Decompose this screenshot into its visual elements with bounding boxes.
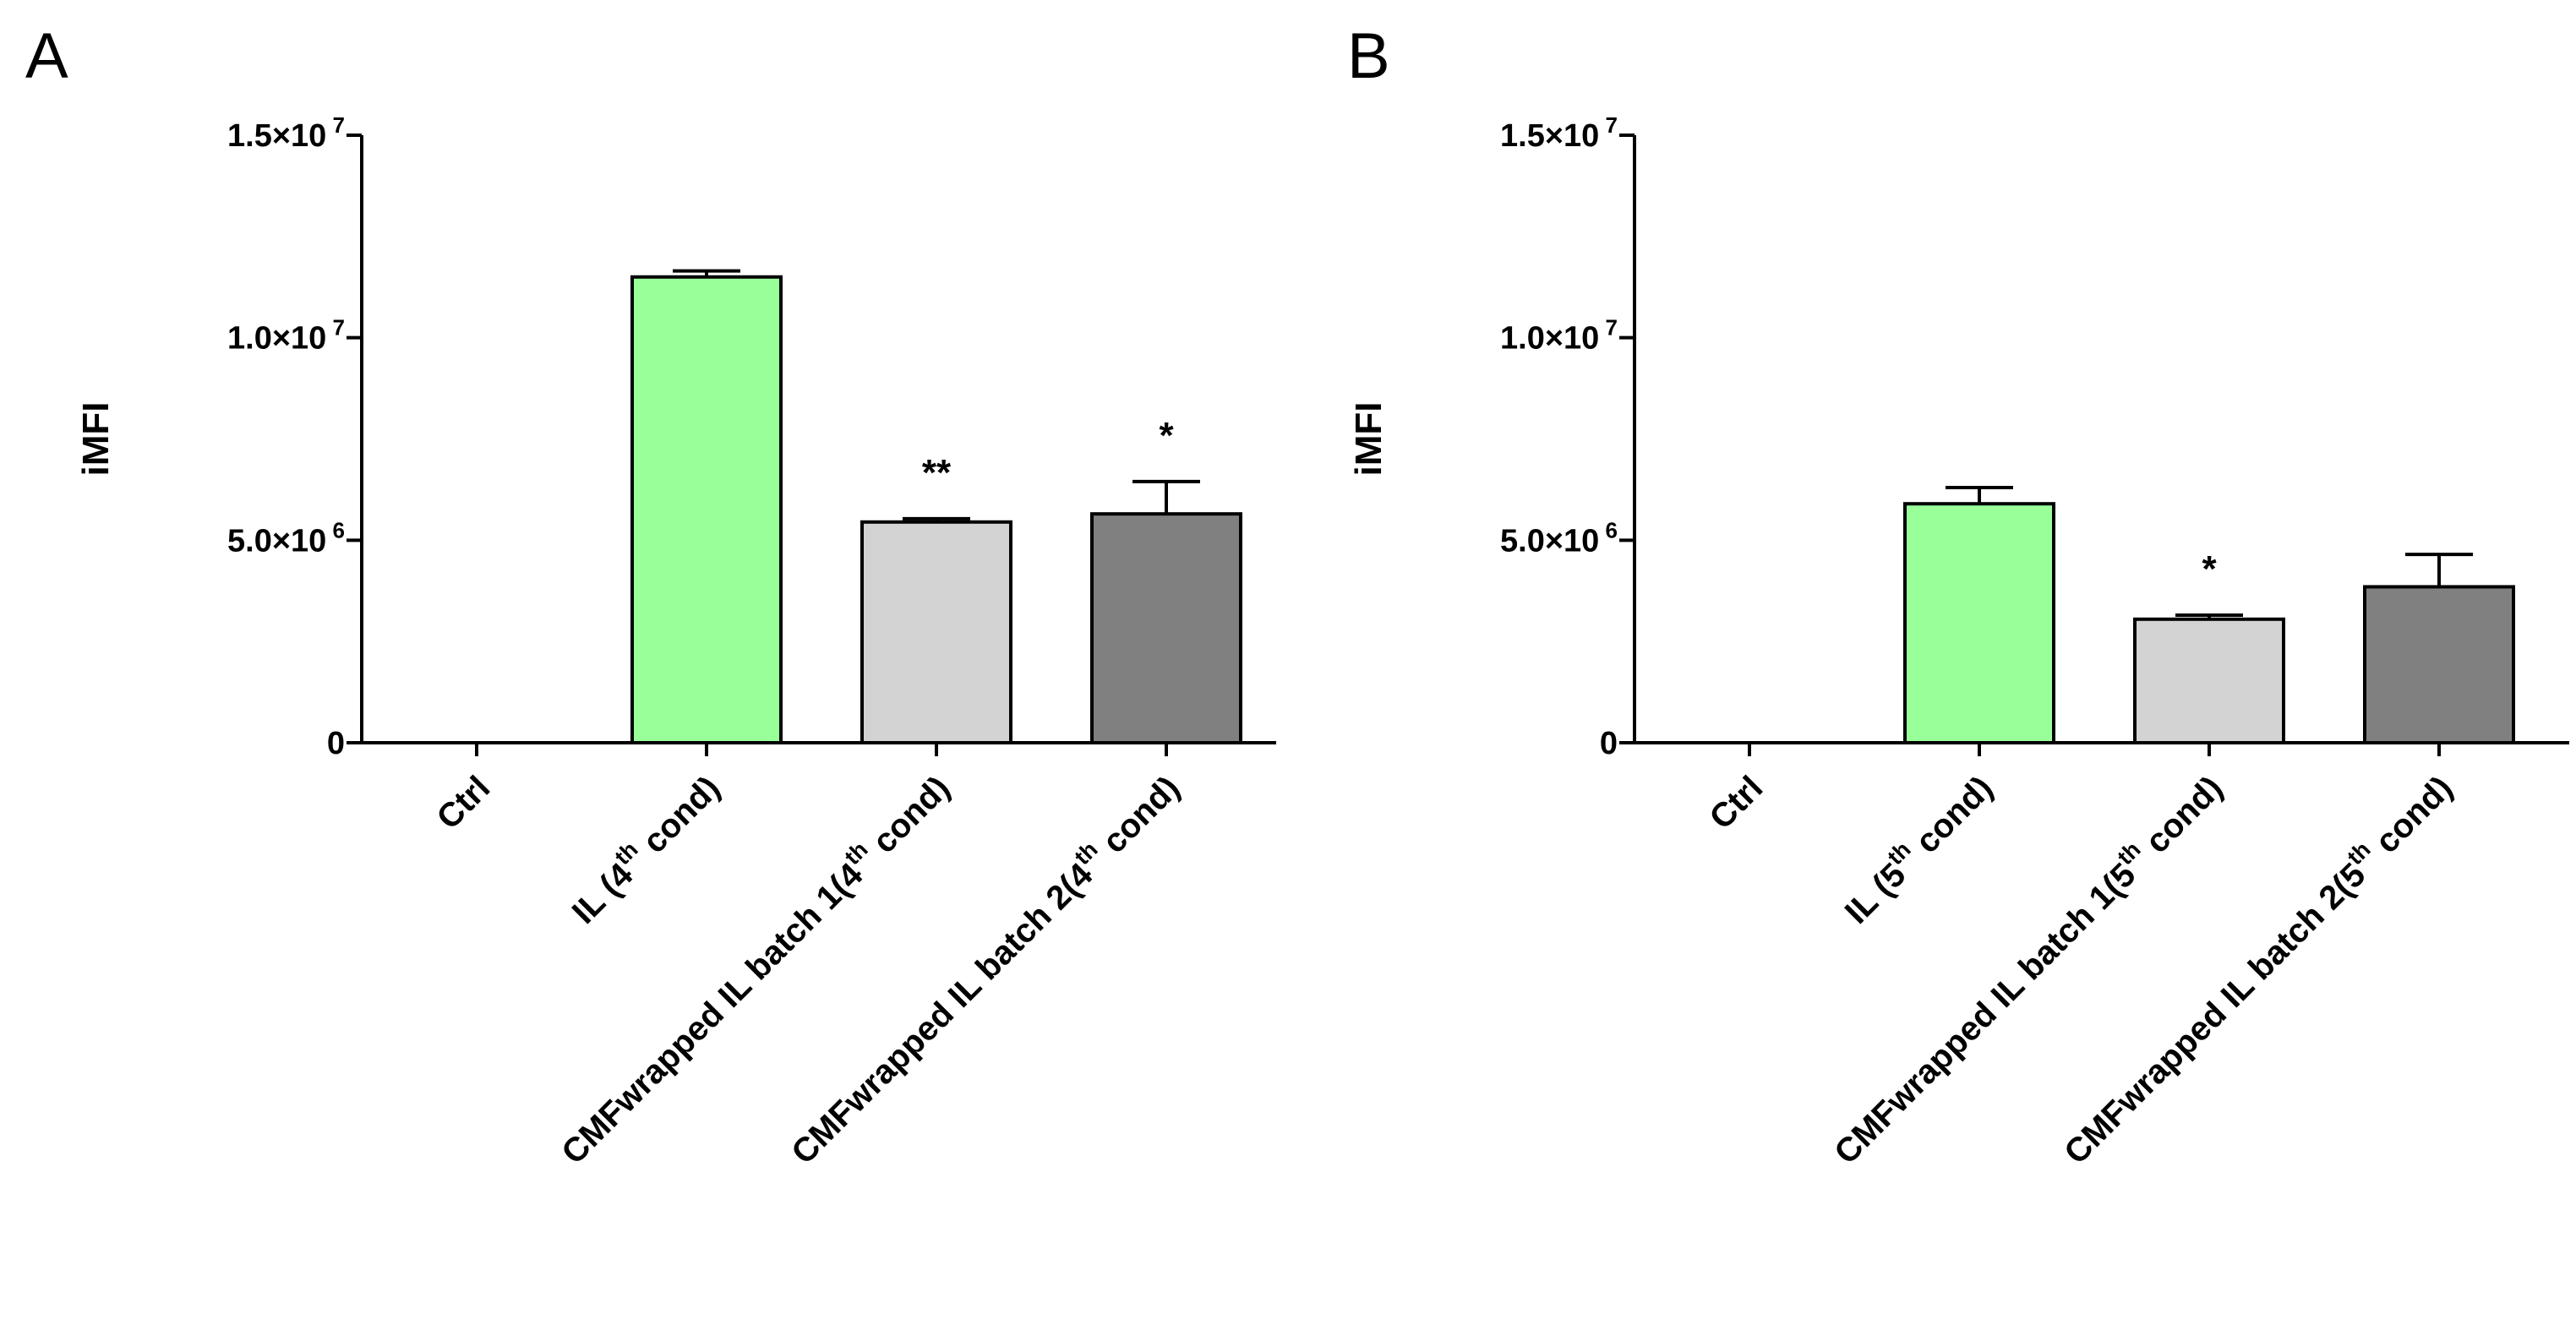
x-category-label: CMFwrapped IL batch 1(5th cond) [1823,765,2229,1171]
bar [1903,502,2055,745]
x-category-label: Ctrl [1703,769,1771,837]
significance-marker: * [2202,548,2217,590]
y-axis-label: iMFI [1348,402,1389,477]
y-tick-label: 1.0×10 7 [1500,315,1618,357]
x-category-label: Ctrl [430,769,498,837]
x-category-label: IL (4th cond) [561,765,728,931]
x-category-label: CMFwrapped IL batch 1(4th cond) [550,765,957,1171]
significance-marker: * [1159,415,1174,456]
y-tick-label: 0 [1600,726,1618,761]
significance-marker: ** [922,452,952,493]
panel-letter: A [25,20,68,92]
bar [1090,512,1242,745]
y-tick-label: 0 [327,726,345,761]
x-category-label: CMFwrapped IL batch 2(4th cond) [780,765,1187,1171]
y-tick-label: 5.0×10 6 [1500,517,1618,559]
y-tick-label: 1.5×10 7 [1500,112,1618,154]
bar [2363,585,2515,744]
y-tick-label: 1.0×10 7 [227,315,345,357]
x-category-label: CMFwrapped IL batch 2(5th cond) [2053,765,2459,1171]
x-category-label: IL (5th cond) [1834,765,2000,931]
bar [630,275,783,744]
y-tick-label: 5.0×10 6 [227,517,345,559]
bar [2133,617,2285,745]
panel-letter: B [1347,20,1390,92]
y-tick-label: 1.5×10 7 [227,112,345,154]
bar [860,520,1012,744]
y-axis-label: iMFI [75,402,117,477]
